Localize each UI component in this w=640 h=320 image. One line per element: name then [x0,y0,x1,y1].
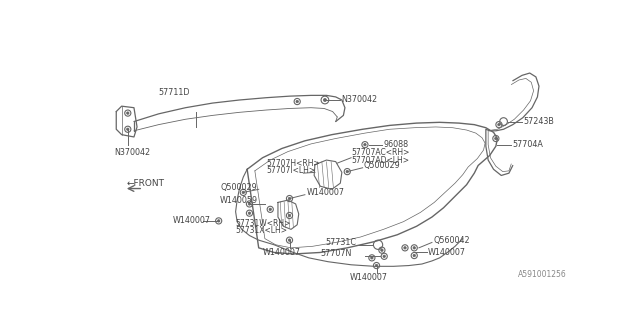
Text: 57711D: 57711D [159,88,190,97]
Circle shape [364,143,366,146]
Text: 57243B: 57243B [524,117,554,126]
Text: 57731W<RH>: 57731W<RH> [236,219,291,228]
Text: 96088: 96088 [383,140,408,149]
Text: N370042: N370042 [114,148,150,157]
Circle shape [269,208,271,211]
Circle shape [218,220,220,222]
Circle shape [296,100,298,103]
Text: A591001256: A591001256 [518,270,566,279]
Text: 57707AC<RH>: 57707AC<RH> [351,148,410,157]
Text: 57707N: 57707N [320,250,351,259]
Circle shape [288,197,291,200]
Circle shape [242,191,244,194]
Text: W140059: W140059 [220,196,259,204]
Text: 57707I<LH>: 57707I<LH> [266,166,316,175]
Circle shape [127,128,129,131]
Text: ←FRONT: ←FRONT [126,179,164,188]
Circle shape [346,170,349,173]
Circle shape [288,214,291,217]
Text: 57707H<RH>: 57707H<RH> [266,159,320,168]
Text: 57731X<LH>: 57731X<LH> [236,227,287,236]
Text: 57731C: 57731C [325,238,356,247]
Circle shape [371,257,373,259]
Text: W140007: W140007 [349,273,388,282]
Circle shape [288,239,291,241]
Circle shape [498,124,500,126]
Circle shape [375,264,378,267]
Text: W140007: W140007 [172,216,211,225]
Circle shape [127,112,129,114]
Text: W140007: W140007 [428,248,466,257]
Circle shape [413,247,415,249]
Circle shape [248,203,251,205]
Circle shape [381,249,383,252]
Text: Q560042: Q560042 [433,236,470,244]
Text: Q500029: Q500029 [364,161,400,170]
Text: 57704A: 57704A [513,140,543,149]
Text: W140007: W140007 [307,188,344,197]
Circle shape [248,212,251,214]
Circle shape [323,99,326,101]
Text: Q500029: Q500029 [220,182,257,191]
Text: 57707AD<LH>: 57707AD<LH> [351,156,409,164]
Text: W140007: W140007 [262,248,301,257]
Circle shape [495,137,497,140]
Circle shape [413,254,415,257]
Circle shape [404,247,406,249]
Text: N370042: N370042 [341,95,377,105]
Circle shape [383,255,385,258]
